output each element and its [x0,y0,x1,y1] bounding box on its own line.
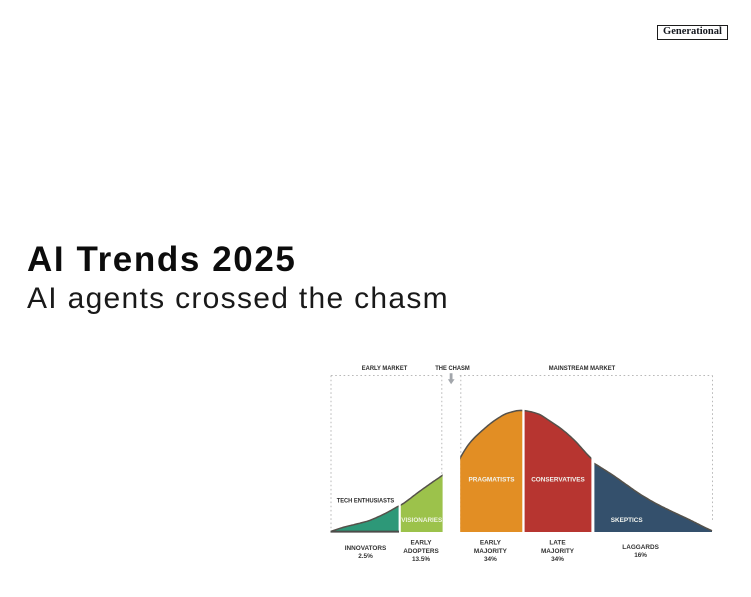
svg-text:LAGGARDS: LAGGARDS [622,544,659,551]
svg-text:13.5%: 13.5% [412,556,430,563]
svg-text:INNOVATORS: INNOVATORS [345,545,387,552]
svg-text:THE CHASM: THE CHASM [435,365,470,372]
svg-text:MAJORITY: MAJORITY [541,548,575,555]
svg-text:EARLY: EARLY [410,540,432,547]
svg-text:ADOPTERS: ADOPTERS [403,548,439,555]
svg-text:EARLY: EARLY [480,540,502,547]
svg-text:VISIONARIES: VISIONARIES [401,517,443,524]
svg-text:LATE: LATE [549,540,566,547]
svg-text:34%: 34% [551,556,564,563]
svg-text:PRAGMATISTS: PRAGMATISTS [468,477,515,484]
svg-text:EARLY MARKET: EARLY MARKET [362,365,408,372]
svg-text:CONSERVATIVES: CONSERVATIVES [531,477,585,484]
svg-text:TECH ENTHUSIASTS: TECH ENTHUSIASTS [337,498,395,505]
svg-text:MAINSTREAM MARKET: MAINSTREAM MARKET [549,365,616,372]
svg-text:16%: 16% [634,552,647,559]
svg-text:34%: 34% [484,556,497,563]
svg-text:MAJORITY: MAJORITY [474,548,508,555]
svg-text:2.5%: 2.5% [358,553,373,560]
svg-text:SKEPTICS: SKEPTICS [611,517,644,524]
